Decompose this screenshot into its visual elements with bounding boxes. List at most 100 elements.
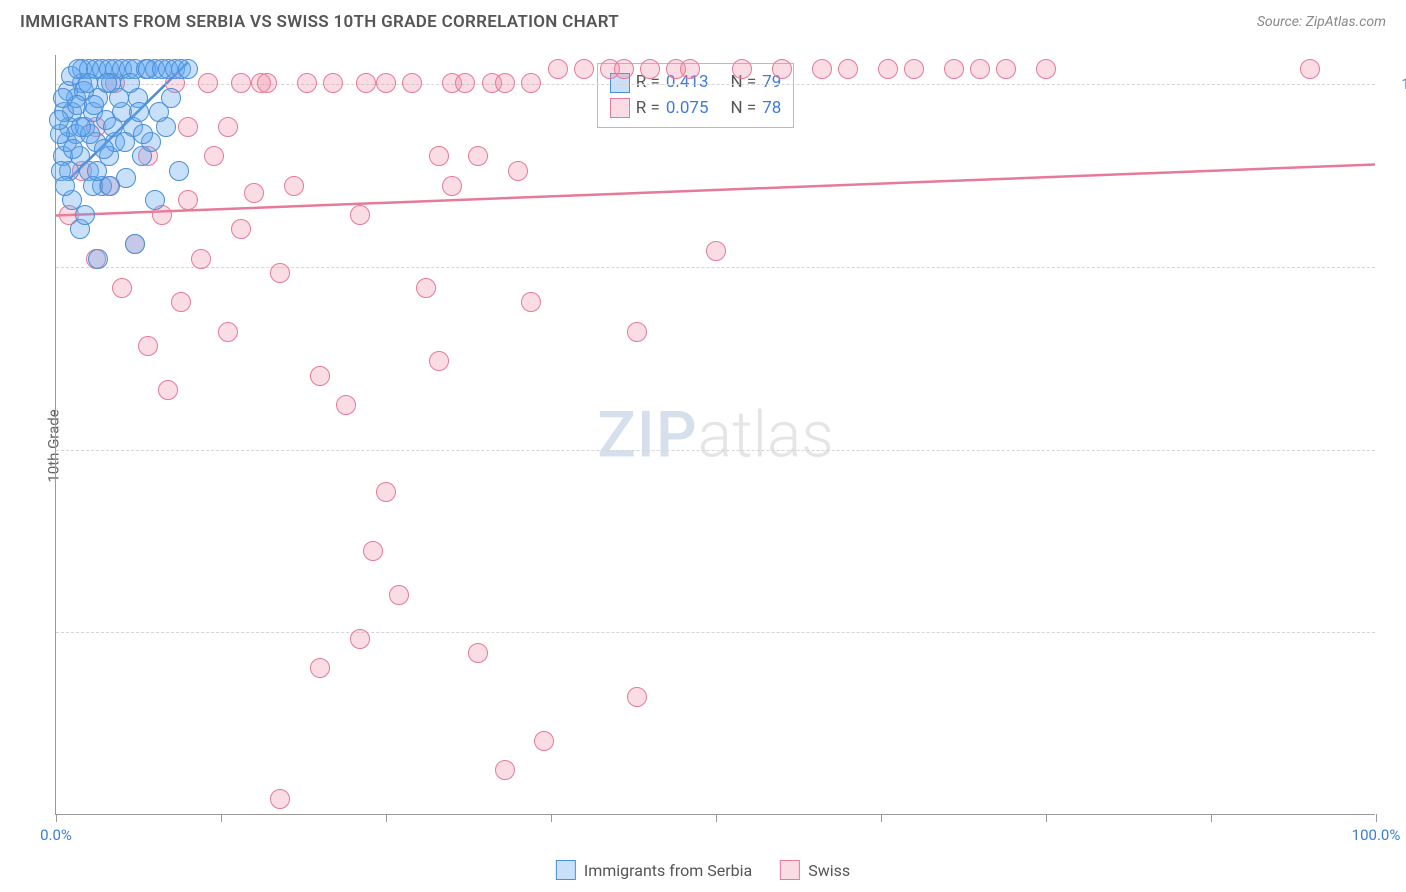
data-point <box>68 59 88 79</box>
data-point <box>356 73 376 93</box>
y-tick-label: 100.0% <box>1401 75 1406 93</box>
data-point <box>297 73 317 93</box>
data-point <box>350 629 370 649</box>
data-point <box>244 183 264 203</box>
data-point <box>145 190 165 210</box>
data-point <box>468 146 488 166</box>
data-point <box>706 241 726 261</box>
data-point <box>970 59 990 79</box>
data-point <box>270 789 290 809</box>
data-point <box>218 322 238 342</box>
data-point <box>49 110 69 130</box>
data-point <box>97 73 117 93</box>
x-tick <box>551 814 552 822</box>
data-point <box>204 146 224 166</box>
watermark-atlas: atlas <box>698 397 834 472</box>
data-point <box>125 234 145 254</box>
gridline <box>56 632 1375 633</box>
x-tick <box>386 814 387 822</box>
legend-item: Immigrants from Serbia <box>556 860 752 880</box>
watermark-zip: ZIP <box>597 397 698 472</box>
data-point <box>336 395 356 415</box>
data-point <box>1300 59 1320 79</box>
data-point <box>548 59 568 79</box>
legend-r-label: R = <box>636 96 660 122</box>
data-point <box>257 73 277 93</box>
x-tick <box>1376 814 1377 822</box>
data-point <box>772 59 792 79</box>
x-tick <box>1046 814 1047 822</box>
data-point <box>218 117 238 137</box>
data-point <box>88 249 108 269</box>
data-point <box>904 59 924 79</box>
data-point <box>133 124 153 144</box>
data-point <box>178 117 198 137</box>
legend-swatch <box>780 860 800 880</box>
data-point <box>521 292 541 312</box>
legend-n-label: N = <box>731 96 757 122</box>
data-point <box>402 73 422 93</box>
gridline <box>56 267 1375 268</box>
data-point <box>63 139 83 159</box>
trend-lines <box>56 55 1375 814</box>
data-point <box>508 161 528 181</box>
series-legend: Immigrants from Serbia Swiss <box>556 860 850 880</box>
x-tick <box>56 814 57 822</box>
x-tick <box>716 814 717 822</box>
data-point <box>284 176 304 196</box>
source-label: Source: ZipAtlas.com <box>1257 14 1386 30</box>
data-point <box>680 59 700 79</box>
data-point <box>158 380 178 400</box>
data-point <box>53 88 73 108</box>
x-tick <box>881 814 882 822</box>
data-point <box>191 249 211 269</box>
data-point <box>100 176 120 196</box>
legend-label: Swiss <box>808 861 850 880</box>
x-tick <box>221 814 222 822</box>
data-point <box>429 351 449 371</box>
data-point <box>310 366 330 386</box>
data-point <box>416 278 436 298</box>
data-point <box>376 73 396 93</box>
data-point <box>138 336 158 356</box>
data-point <box>495 73 515 93</box>
data-point <box>84 95 104 115</box>
data-point <box>198 73 218 93</box>
chart-plot-area: ZIPatlas R = 0.413N = 79R = 0.075N = 78 … <box>55 55 1375 815</box>
data-point <box>996 59 1016 79</box>
legend-swatch <box>610 98 630 118</box>
data-point <box>521 73 541 93</box>
data-point <box>627 687 647 707</box>
data-point <box>534 731 554 751</box>
data-point <box>55 176 75 196</box>
data-point <box>178 190 198 210</box>
legend-item: Swiss <box>780 860 850 880</box>
data-point <box>389 585 409 605</box>
data-point <box>732 59 752 79</box>
gridline <box>56 450 1375 451</box>
data-point <box>627 322 647 342</box>
data-point <box>429 146 449 166</box>
x-tick <box>1211 814 1212 822</box>
data-point <box>442 176 462 196</box>
data-point <box>178 59 198 79</box>
data-point <box>161 88 181 108</box>
watermark: ZIPatlas <box>597 397 834 472</box>
x-tick-label: 100.0% <box>1352 826 1401 844</box>
data-point <box>363 541 383 561</box>
data-point <box>812 59 832 79</box>
data-point <box>495 760 515 780</box>
data-point <box>270 263 290 283</box>
data-point <box>376 482 396 502</box>
legend-n-value: 78 <box>762 96 781 122</box>
data-point <box>640 59 660 79</box>
data-point <box>115 132 135 152</box>
data-point <box>129 102 149 122</box>
x-tick-label: 0.0% <box>40 826 72 844</box>
data-point <box>1036 59 1056 79</box>
legend-label: Immigrants from Serbia <box>584 861 752 880</box>
data-point <box>169 161 189 181</box>
data-point <box>350 205 370 225</box>
data-point <box>171 292 191 312</box>
data-point <box>75 205 95 225</box>
